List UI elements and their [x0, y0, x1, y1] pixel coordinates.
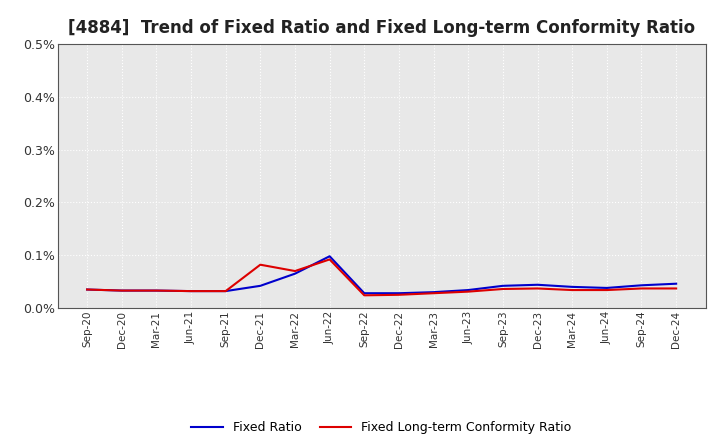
Fixed Ratio — [325, 253, 334, 259]
Fixed Ratio — [360, 290, 369, 296]
Fixed Ratio — [464, 287, 472, 293]
Fixed Long-term Conformity Ratio — [360, 293, 369, 298]
Fixed Long-term Conformity Ratio — [186, 289, 195, 294]
Fixed Long-term Conformity Ratio — [221, 289, 230, 294]
Fixed Long-term Conformity Ratio — [498, 286, 507, 292]
Fixed Ratio — [186, 289, 195, 294]
Fixed Ratio — [83, 287, 91, 292]
Fixed Long-term Conformity Ratio — [603, 287, 611, 293]
Fixed Ratio — [429, 290, 438, 295]
Fixed Ratio — [603, 285, 611, 290]
Fixed Long-term Conformity Ratio — [291, 268, 300, 274]
Title: [4884]  Trend of Fixed Ratio and Fixed Long-term Conformity Ratio: [4884] Trend of Fixed Ratio and Fixed Lo… — [68, 19, 696, 37]
Fixed Ratio — [568, 284, 577, 290]
Fixed Ratio — [534, 282, 542, 287]
Fixed Ratio — [152, 288, 161, 293]
Fixed Long-term Conformity Ratio — [429, 290, 438, 296]
Fixed Ratio — [256, 283, 265, 289]
Fixed Long-term Conformity Ratio — [672, 286, 680, 291]
Fixed Ratio — [672, 281, 680, 286]
Fixed Ratio — [498, 283, 507, 289]
Legend: Fixed Ratio, Fixed Long-term Conformity Ratio: Fixed Ratio, Fixed Long-term Conformity … — [186, 416, 577, 439]
Fixed Ratio — [117, 288, 126, 293]
Line: Fixed Long-term Conformity Ratio: Fixed Long-term Conformity Ratio — [87, 260, 676, 295]
Fixed Long-term Conformity Ratio — [568, 287, 577, 293]
Fixed Ratio — [637, 282, 646, 288]
Fixed Long-term Conformity Ratio — [83, 287, 91, 292]
Fixed Ratio — [395, 290, 403, 296]
Fixed Long-term Conformity Ratio — [395, 292, 403, 297]
Line: Fixed Ratio: Fixed Ratio — [87, 256, 676, 293]
Fixed Long-term Conformity Ratio — [637, 286, 646, 291]
Fixed Ratio — [291, 271, 300, 276]
Fixed Long-term Conformity Ratio — [256, 262, 265, 268]
Fixed Long-term Conformity Ratio — [464, 289, 472, 294]
Fixed Long-term Conformity Ratio — [325, 257, 334, 262]
Fixed Long-term Conformity Ratio — [152, 288, 161, 293]
Fixed Long-term Conformity Ratio — [117, 288, 126, 293]
Fixed Ratio — [221, 289, 230, 294]
Fixed Long-term Conformity Ratio — [534, 286, 542, 291]
